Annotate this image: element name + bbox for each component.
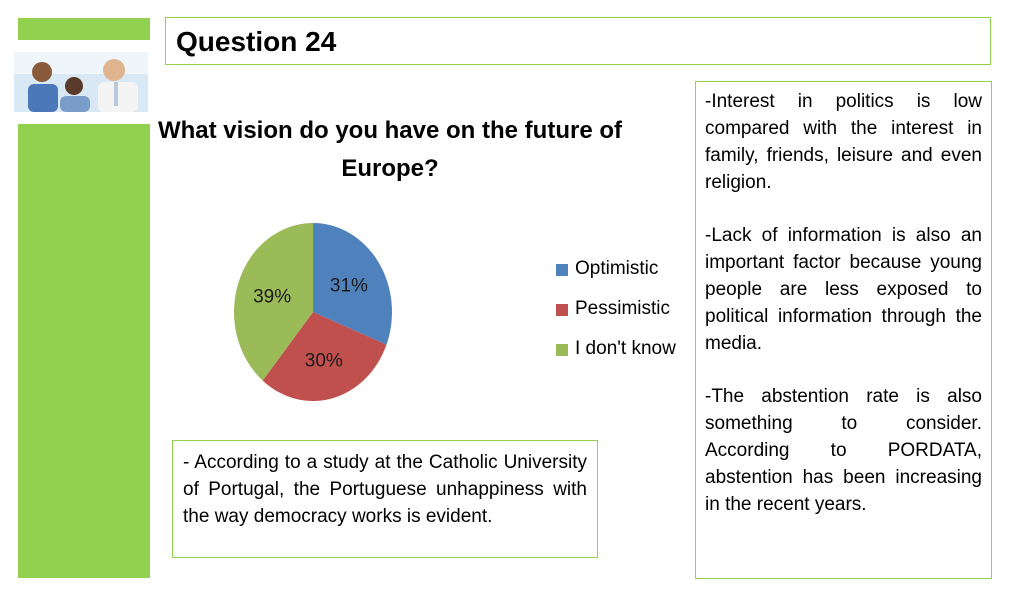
legend-label: Optimistic bbox=[575, 258, 659, 279]
accent-bar-side bbox=[18, 124, 150, 578]
pie-data-label: 31% bbox=[330, 275, 368, 296]
legend-label: I don't know bbox=[575, 338, 676, 359]
legend-swatch bbox=[556, 304, 568, 316]
pie-slice-pessimistic bbox=[262, 312, 387, 402]
side-paragraph: -Interest in politics is low compared wi… bbox=[705, 91, 982, 193]
pie-chart: 31% 30% 39% bbox=[234, 223, 392, 402]
pie-data-label: 39% bbox=[253, 286, 291, 307]
pie-slice-optimistic bbox=[313, 223, 392, 345]
legend-swatch bbox=[556, 264, 568, 276]
side-paragraph: -Lack of information is also an importan… bbox=[705, 225, 982, 354]
legend-swatch bbox=[556, 344, 568, 356]
chart-title: What vision do you have on the future of… bbox=[140, 112, 640, 188]
chart-title-line-2: Europe? bbox=[341, 155, 439, 182]
accent-bar-top bbox=[18, 18, 150, 40]
legend-label: Pessimistic bbox=[575, 298, 671, 319]
title-box: Question 24 bbox=[165, 17, 991, 65]
note-text: - According to a study at the Catholic U… bbox=[183, 452, 587, 527]
pie-slice-i-don-t-know bbox=[234, 223, 313, 381]
people-photo bbox=[14, 52, 148, 112]
chart-title-line-1: What vision do you have on the future of bbox=[157, 117, 622, 144]
side-paragraph: -The abstention rate is also something t… bbox=[705, 386, 982, 515]
side-text-box: -Interest in politics is low compared wi… bbox=[695, 81, 992, 579]
pie-data-label: 30% bbox=[305, 350, 343, 371]
note-box: - According to a study at the Catholic U… bbox=[172, 440, 598, 558]
slide-title: Question 24 bbox=[176, 26, 337, 57]
